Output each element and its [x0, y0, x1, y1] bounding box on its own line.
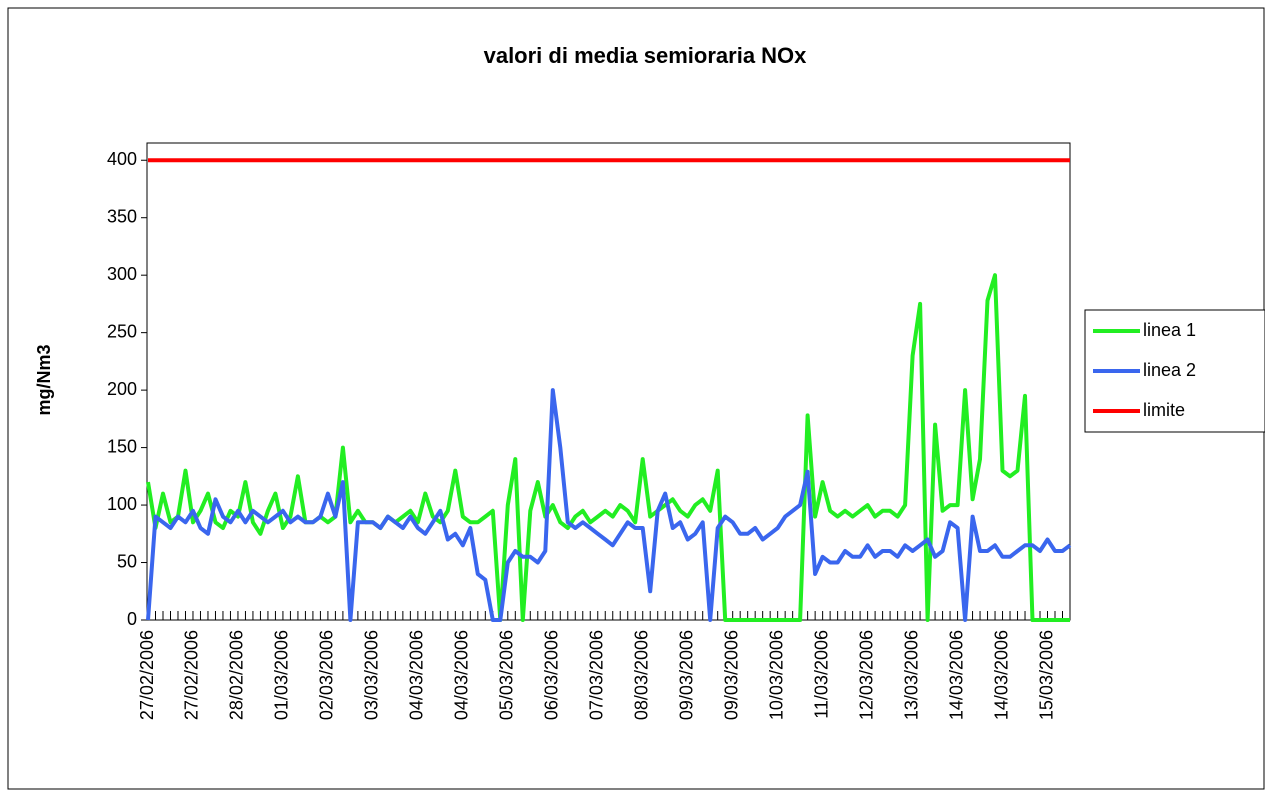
x-tick-label: 04/03/2006 [452, 630, 472, 720]
x-tick-label: 14/03/2006 [991, 630, 1011, 720]
legend-label: linea 2 [1143, 360, 1196, 380]
x-tick-label: 14/03/2006 [946, 630, 966, 720]
series-line [146, 388, 1072, 622]
x-tick-label: 02/03/2006 [317, 630, 337, 720]
chart-title: valori di media semioraria NOx [484, 43, 808, 68]
x-tick-label: 10/03/2006 [766, 630, 786, 720]
y-tick-label: 0 [127, 609, 137, 629]
x-tick-label: 01/03/2006 [272, 630, 292, 720]
x-tick-label: 09/03/2006 [721, 630, 741, 720]
x-tick-label: 15/03/2006 [1036, 630, 1056, 720]
y-tick-label: 50 [117, 551, 137, 571]
x-tick-label: 03/03/2006 [362, 630, 382, 720]
series-line [146, 273, 1070, 622]
x-tick-label: 12/03/2006 [856, 630, 876, 720]
y-tick-label: 400 [107, 149, 137, 169]
y-axis-label: mg/Nm3 [34, 344, 54, 415]
y-tick-label: 200 [107, 379, 137, 399]
x-tick-label: 11/03/2006 [811, 630, 831, 719]
x-tick-label: 04/03/2006 [407, 630, 427, 720]
legend-label: limite [1143, 400, 1185, 420]
x-tick-label: 09/03/2006 [676, 630, 696, 720]
x-tick-label: 08/03/2006 [631, 630, 651, 720]
x-tick-label: 07/03/2006 [587, 630, 607, 720]
x-tick-label: 27/02/2006 [137, 630, 157, 720]
y-tick-label: 350 [107, 206, 137, 226]
y-tick-label: 100 [107, 494, 137, 514]
legend-label: linea 1 [1143, 320, 1196, 340]
y-tick-label: 300 [107, 264, 137, 284]
x-tick-label: 28/02/2006 [227, 630, 247, 720]
x-tick-label: 27/02/2006 [182, 630, 202, 720]
y-tick-label: 250 [107, 321, 137, 341]
x-tick-label: 06/03/2006 [542, 630, 562, 720]
y-tick-label: 150 [107, 436, 137, 456]
x-tick-label: 05/03/2006 [497, 630, 517, 720]
x-tick-label: 13/03/2006 [901, 630, 921, 720]
